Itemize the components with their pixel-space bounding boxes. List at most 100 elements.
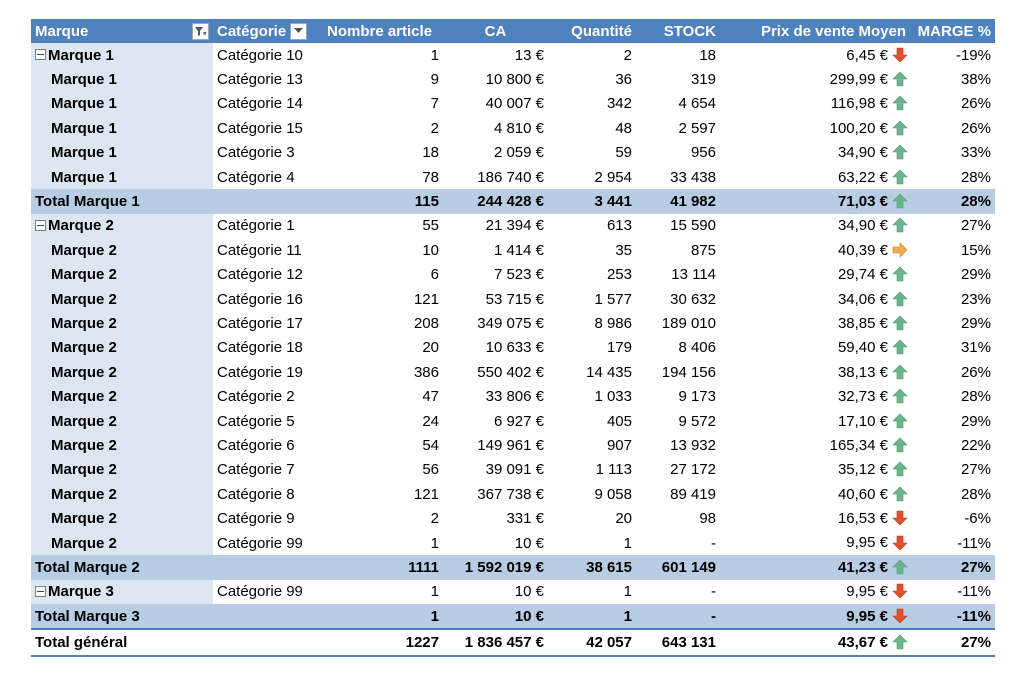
cell-prix-vente-moyen[interactable]: 34,90 € <box>720 214 910 238</box>
cell-categorie[interactable]: Catégorie 15 <box>217 119 303 137</box>
cell-categorie[interactable]: Catégorie 8 <box>217 485 295 503</box>
cell-quantite[interactable]: 38 615 <box>548 555 636 580</box>
cell-categorie[interactable] <box>213 189 323 214</box>
cell-ca[interactable]: 186 740 € <box>477 168 544 186</box>
cell-stock[interactable]: 4 654 <box>678 95 716 113</box>
minus-collapse-icon[interactable] <box>35 585 46 597</box>
minus-collapse-icon[interactable] <box>35 219 46 231</box>
cell-prix-vente-moyen[interactable]: 16,53 € <box>720 506 910 530</box>
cell-ca[interactable]: 10 € <box>514 583 544 601</box>
cell-marge[interactable]: 33% <box>960 144 991 162</box>
cell-prix-vente-moyen[interactable]: 32,73 € <box>720 384 910 408</box>
cell-quantite[interactable]: 20 <box>615 510 632 528</box>
cell-quantite[interactable]: 35 <box>615 241 632 259</box>
cell-prix-vente-moyen[interactable]: 40,60 € <box>720 482 910 506</box>
cell-prix-vente-moyen[interactable]: 40,39 € <box>720 238 910 262</box>
cell-prix-vente-moyen[interactable]: 35,12 € <box>720 458 910 482</box>
cell-prix-vente-moyen[interactable]: 9,95 € <box>720 580 910 604</box>
cell-quantite[interactable]: 405 <box>606 412 632 430</box>
cell-stock[interactable]: 89 419 <box>670 485 716 503</box>
cell-prix-vente-moyen[interactable]: 9,95 € <box>720 603 910 630</box>
cell-ca[interactable]: 2 059 € <box>493 144 544 162</box>
cell-quantite[interactable]: 59 <box>615 144 632 162</box>
cell-quantite[interactable]: 342 <box>606 95 632 113</box>
subtotal-label[interactable]: Total Marque 1 <box>31 189 213 214</box>
cell-nombre-article[interactable]: 7 <box>430 95 439 113</box>
header-categorie[interactable]: Catégorie <box>213 19 323 43</box>
cell-ca[interactable]: 349 075 € <box>477 314 544 332</box>
cell-quantite[interactable]: 179 <box>606 339 632 357</box>
minus-collapse-icon[interactable] <box>35 49 46 61</box>
cell-ca[interactable]: 4 810 € <box>493 119 544 137</box>
cell-marge[interactable]: 28% <box>960 168 991 186</box>
cell-prix-vente-moyen[interactable]: 43,67 € <box>720 628 910 657</box>
cell-ca[interactable]: 6 927 € <box>493 412 544 430</box>
cell-ca[interactable]: 10 800 € <box>485 71 544 89</box>
cell-quantite[interactable]: 42 057 <box>548 628 636 657</box>
cell-prix-vente-moyen[interactable]: 34,06 € <box>720 287 910 311</box>
cell-stock[interactable]: 189 010 <box>661 314 716 332</box>
cell-ca[interactable]: 10 633 € <box>485 339 544 357</box>
cell-nombre-article[interactable]: 47 <box>422 388 439 406</box>
cell-stock[interactable]: - <box>711 534 716 552</box>
cell-marge[interactable]: 27% <box>960 461 991 479</box>
cell-prix-vente-moyen[interactable]: 41,23 € <box>720 555 910 580</box>
cell-quantite[interactable]: 613 <box>606 217 632 235</box>
cell-nombre-article[interactable]: 1111 <box>323 555 443 580</box>
cell-quantite[interactable]: 1 <box>623 583 632 601</box>
cell-stock[interactable]: 33 438 <box>670 168 716 186</box>
cell-marge[interactable]: 27% <box>910 628 995 657</box>
cell-quantite[interactable]: 1 033 <box>594 388 632 406</box>
cell-stock[interactable]: 13 932 <box>670 436 716 454</box>
cell-categorie[interactable]: Catégorie 5 <box>217 412 295 430</box>
cell-marge[interactable]: 26% <box>960 363 991 381</box>
cell-ca[interactable]: 149 961 € <box>477 436 544 454</box>
cell-categorie[interactable]: Catégorie 19 <box>217 363 303 381</box>
cell-stock[interactable]: 13 114 <box>671 266 716 284</box>
cell-categorie[interactable]: Catégorie 3 <box>217 144 295 162</box>
subtotal-label[interactable]: Total Marque 2 <box>31 555 213 580</box>
cell-marge[interactable]: 26% <box>960 95 991 113</box>
cell-stock[interactable]: 9 173 <box>678 388 716 406</box>
cell-stock[interactable]: 98 <box>699 510 716 528</box>
cell-marge[interactable]: 28% <box>910 189 995 214</box>
cell-marge[interactable]: 31% <box>960 339 991 357</box>
cell-stock[interactable]: 875 <box>690 241 716 259</box>
cell-ca[interactable]: 331 € <box>506 510 544 528</box>
cell-nombre-article[interactable]: 1 <box>430 583 439 601</box>
row-label-marque[interactable]: Marque 1 <box>31 67 213 92</box>
cell-categorie[interactable]: Catégorie 2 <box>217 388 295 406</box>
cell-quantite[interactable]: 253 <box>606 266 632 284</box>
cell-marge[interactable]: 29% <box>960 314 991 332</box>
cell-marge[interactable]: 28% <box>960 485 991 503</box>
cell-categorie[interactable]: Catégorie 99 <box>217 534 303 552</box>
row-label-marque[interactable]: Marque 2 <box>31 360 213 385</box>
cell-marge[interactable]: -11% <box>957 583 991 601</box>
row-label-marque[interactable]: Marque 1 <box>31 116 213 141</box>
cell-marge[interactable]: 27% <box>960 217 991 235</box>
cell-marge[interactable]: -6% <box>964 510 991 528</box>
cell-categorie[interactable]: Catégorie 12 <box>217 266 303 284</box>
cell-stock[interactable]: - <box>711 583 716 601</box>
row-label-marque[interactable]: Marque 2 <box>31 530 213 556</box>
cell-ca[interactable]: 53 715 € <box>485 290 544 308</box>
row-label-marque[interactable]: Marque 2 <box>31 384 213 409</box>
row-label-marque[interactable]: Marque 2 <box>31 433 213 458</box>
cell-quantite[interactable]: 1 577 <box>594 290 632 308</box>
row-label-marque[interactable]: Marque 2 <box>31 408 213 434</box>
cell-quantite[interactable]: 907 <box>606 436 632 454</box>
cell-stock[interactable]: 27 172 <box>670 461 716 479</box>
cell-nombre-article[interactable]: 1 <box>430 534 439 552</box>
cell-stock[interactable]: 643 131 <box>636 628 720 657</box>
subtotal-label[interactable]: Total Marque 3 <box>31 603 213 630</box>
cell-quantite[interactable]: 8 986 <box>594 314 632 332</box>
cell-stock[interactable]: 18 <box>699 46 716 64</box>
filter-icon[interactable] <box>192 22 209 40</box>
cell-marge[interactable]: -11% <box>957 534 991 552</box>
row-label-marque[interactable]: Marque 2 <box>31 213 213 239</box>
cell-prix-vente-moyen[interactable]: 38,13 € <box>720 360 910 384</box>
cell-ca[interactable]: 244 428 € <box>443 189 548 214</box>
cell-nombre-article[interactable]: 115 <box>323 189 443 214</box>
cell-categorie[interactable]: Catégorie 14 <box>217 95 303 113</box>
row-label-marque[interactable]: Marque 2 <box>31 262 213 287</box>
